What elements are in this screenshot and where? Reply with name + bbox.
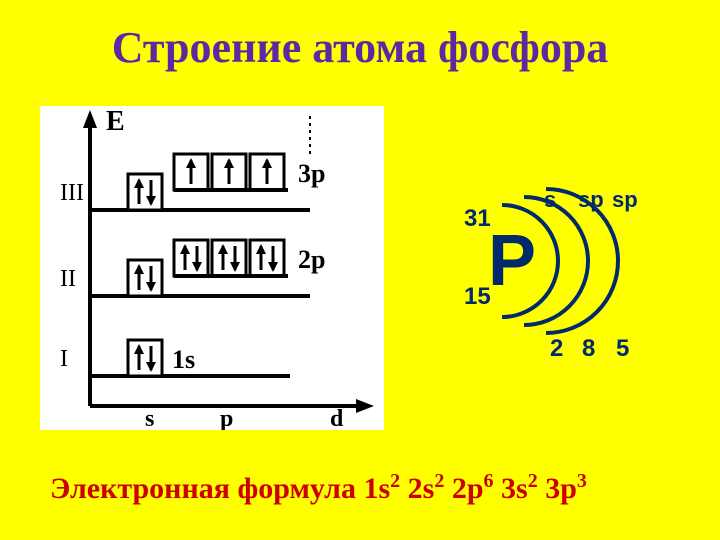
shell-type-label: sp: [578, 187, 604, 213]
energy-diagram: Es p d III 3p II 2p I 1s: [40, 106, 384, 430]
shell-electron-count: 5: [616, 335, 629, 363]
shell-electron-count: 2: [550, 335, 563, 363]
y-axis-label: E: [106, 106, 125, 137]
y-axis-arrow: [83, 110, 97, 128]
electron-formula: Электронная формула 1s2 2s2 2p6 3s2 3p3: [50, 470, 587, 506]
orbital-box: [128, 174, 162, 210]
x-axis-label: p: [220, 406, 233, 430]
level-roman: II: [60, 266, 76, 292]
shell-type-label: s: [544, 187, 556, 213]
slide: Строение атома фосфора EspdIII3pII2pI1s …: [0, 0, 720, 540]
x-axis-label: s: [145, 406, 154, 430]
x-axis-label: d: [330, 406, 344, 430]
level-roman: I: [60, 346, 68, 372]
shell-type-label: sp: [612, 187, 638, 213]
shell-electron-count: 8: [582, 335, 595, 363]
atom-diagram: P 31 15 s 2 sp 8 sp 5: [460, 175, 670, 365]
slide-title: Строение атома фосфора: [0, 22, 720, 73]
orbital-box: [212, 240, 246, 276]
level-roman: III: [60, 180, 84, 206]
sublevel-label: 1s: [172, 345, 195, 374]
sublevel-label: 2p: [298, 245, 325, 274]
orbital-box: [174, 240, 208, 276]
sublevel-label: 3p: [298, 159, 325, 188]
element-z: 15: [464, 283, 491, 311]
element-symbol: P: [488, 225, 536, 297]
energy-svg: Es p d III 3p II 2p I 1s: [40, 106, 384, 430]
orbital-box: [128, 260, 162, 296]
orbital-box: [250, 240, 284, 276]
x-axis-arrow: [356, 399, 374, 413]
orbital-box: [128, 340, 162, 376]
element-mass: 31: [464, 205, 491, 233]
